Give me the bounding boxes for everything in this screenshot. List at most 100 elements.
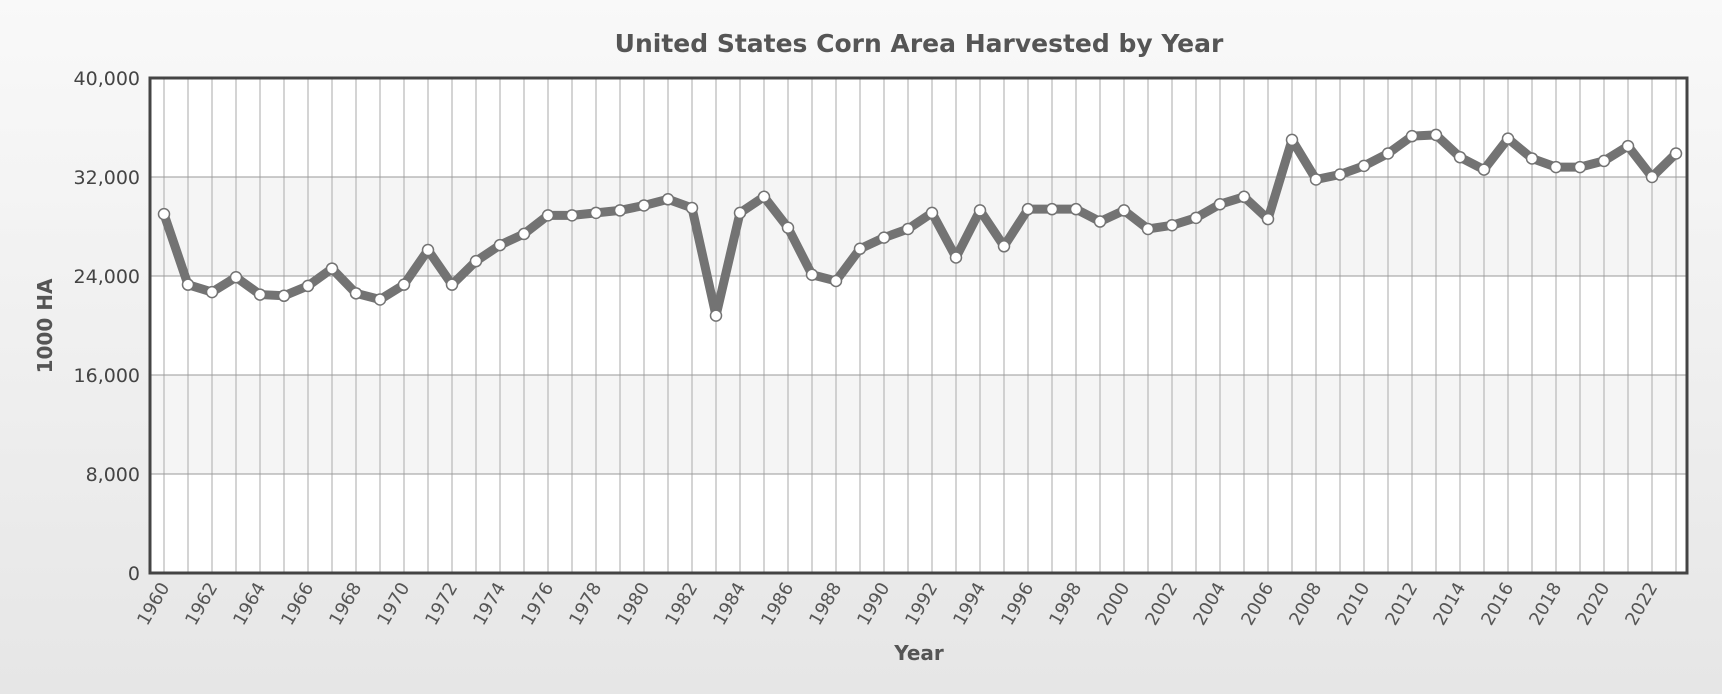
- x-tick-label: 1994: [949, 579, 990, 629]
- x-tick-label: 2010: [1333, 579, 1374, 629]
- data-point: [973, 204, 987, 217]
- x-tick-label: 1998: [1045, 579, 1086, 629]
- data-point: [469, 254, 483, 268]
- data-point: [1549, 160, 1563, 174]
- data-point: [421, 243, 435, 257]
- data-point: [1453, 150, 1467, 164]
- data-point: [589, 206, 603, 220]
- y-tick-label: 32,000: [74, 167, 140, 189]
- x-tick-label: 1966: [277, 579, 318, 629]
- data-point: [565, 209, 579, 222]
- data-point: [1093, 215, 1107, 228]
- x-tick-label: 2012: [1381, 579, 1422, 629]
- data-point: [709, 309, 723, 322]
- x-tick-label: 1978: [565, 579, 606, 629]
- data-point: [901, 222, 915, 236]
- x-tick-label: 1968: [325, 579, 366, 629]
- vertical-gridlines: [163, 78, 1677, 573]
- x-tick-label: 1962: [181, 579, 222, 629]
- y-tick-label: 24,000: [74, 266, 140, 288]
- data-point: [1189, 211, 1203, 225]
- data-point: [925, 206, 939, 220]
- data-point: [997, 240, 1011, 253]
- data-point: [949, 251, 963, 264]
- data-point: [1069, 202, 1083, 216]
- data-point: [1669, 147, 1683, 160]
- x-tick-label: 1964: [229, 579, 270, 629]
- data-point: [1333, 168, 1347, 181]
- data-point: [1621, 139, 1635, 153]
- x-axis-ticks: 1960 1962 1964 1966 1968 1970 1972 1974 1976 1978…: [133, 579, 1662, 629]
- y-tick-label: 16,000: [74, 365, 140, 387]
- data-point: [181, 278, 195, 291]
- x-tick-label: 2006: [1237, 579, 1278, 629]
- data-point: [1381, 147, 1395, 160]
- y-axis-label: 1000 HA: [33, 278, 57, 373]
- data-point: [517, 227, 531, 241]
- data-point: [1477, 163, 1491, 176]
- y-tick-label: 0: [128, 563, 140, 585]
- data-point: [1045, 202, 1059, 216]
- data-point: [1309, 173, 1323, 186]
- x-axis-label: Year: [893, 641, 944, 665]
- x-tick-label: 2014: [1429, 579, 1470, 629]
- data-point: [1021, 202, 1035, 216]
- x-tick-label: 2020: [1573, 579, 1614, 629]
- x-tick-label: 1984: [709, 579, 750, 629]
- data-point: [829, 274, 843, 288]
- data-point: [1285, 133, 1299, 147]
- data-point: [1261, 212, 1275, 226]
- x-tick-label: 1990: [853, 579, 894, 629]
- data-point: [349, 287, 363, 300]
- x-tick-label: 1982: [661, 579, 702, 629]
- data-point: [805, 268, 819, 282]
- y-tick-label: 40,000: [74, 68, 140, 90]
- x-tick-label: 1960: [133, 579, 174, 629]
- data-point: [1141, 222, 1155, 236]
- data-point: [1525, 152, 1539, 165]
- data-point: [1117, 204, 1131, 217]
- data-points: [157, 128, 1683, 322]
- x-tick-label: 1974: [469, 579, 510, 629]
- x-tick-label: 2008: [1285, 579, 1326, 629]
- x-tick-label: 1970: [373, 579, 414, 629]
- data-point: [613, 204, 627, 217]
- y-axis-ticks: 0 8,000 16,000 24,000 32,000 40,000: [74, 68, 140, 585]
- x-tick-label: 2016: [1477, 579, 1518, 629]
- x-tick-label: 2004: [1189, 579, 1230, 629]
- x-tick-label: 2002: [1141, 579, 1182, 629]
- data-point: [877, 231, 891, 244]
- data-point: [1165, 219, 1179, 232]
- data-point: [1405, 129, 1419, 143]
- data-point: [733, 206, 747, 220]
- data-point: [1357, 159, 1371, 173]
- data-point: [541, 209, 555, 222]
- x-tick-label: 1986: [757, 579, 798, 629]
- data-point: [1213, 197, 1227, 211]
- x-tick-label: 2022: [1621, 579, 1662, 629]
- x-tick-label: 1976: [517, 579, 558, 629]
- data-point: [445, 278, 459, 291]
- data-point: [301, 279, 315, 293]
- data-point: [1237, 190, 1251, 204]
- x-tick-label: 1988: [805, 579, 846, 629]
- series-corn-area: [157, 128, 1683, 322]
- data-point: [1501, 132, 1515, 145]
- data-point: [1597, 154, 1611, 168]
- data-point: [157, 207, 171, 221]
- x-tick-label: 1980: [613, 579, 654, 629]
- data-point: [397, 278, 411, 291]
- x-tick-label: 1996: [997, 579, 1038, 629]
- data-point: [1429, 128, 1443, 142]
- data-point: [853, 242, 867, 256]
- plot-background: [150, 78, 1687, 573]
- data-point: [205, 285, 219, 299]
- series-line: [159, 130, 1681, 321]
- x-tick-label: 1972: [421, 579, 462, 629]
- data-point: [757, 190, 771, 204]
- chart-title: United States Corn Area Harvested by Yea…: [615, 29, 1224, 58]
- data-point: [277, 289, 291, 303]
- data-point: [637, 199, 651, 212]
- y-tick-label: 8,000: [86, 464, 140, 486]
